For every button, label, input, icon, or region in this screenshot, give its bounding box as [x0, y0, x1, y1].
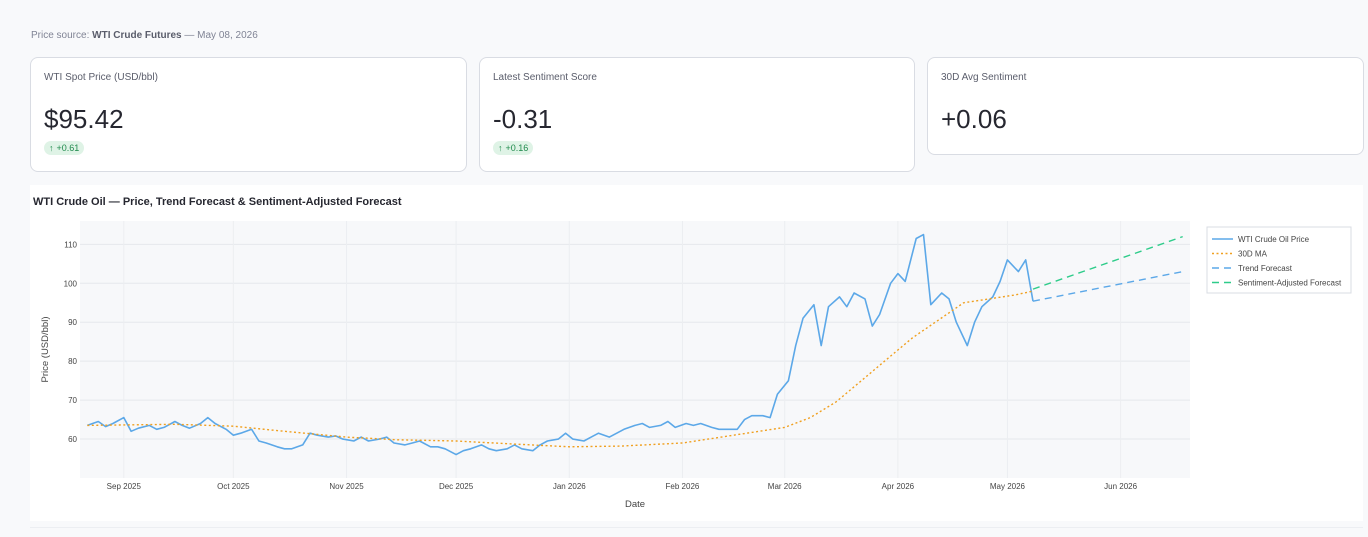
- price-source-date: — May 08, 2026: [184, 30, 258, 41]
- x-tick-label: Nov 2025: [329, 482, 364, 491]
- x-tick-label: Jun 2026: [1104, 482, 1137, 491]
- metric-label: WTI Spot Price (USD/bbl): [44, 72, 158, 83]
- metric-value: $95.42: [44, 104, 124, 134]
- metric-delta-badge: ↑ +0.16: [493, 141, 534, 155]
- y-tick-label: 80: [68, 357, 77, 366]
- series-line-3: [1032, 235, 1183, 290]
- price-source-line: Price source: WTI Crude Futures — May 08…: [31, 30, 258, 41]
- price-source-name: WTI Crude Futures: [92, 30, 182, 41]
- legend-entry: Sentiment-Adjusted Forecast: [1238, 279, 1342, 288]
- price-forecast-chart[interactable]: 60 70 80 90 100 110 Sep 2025 Oct 2025 Nov 2025 De…: [30, 185, 1363, 521]
- series-line-2: [1032, 270, 1183, 302]
- metric-delta-value: +0.61: [56, 143, 80, 153]
- y-tick-label: 90: [68, 318, 77, 327]
- y-axis-title: Price (USD/bbl): [40, 317, 51, 383]
- x-tick-label: Jan 2026: [553, 482, 586, 491]
- metric-card-latest-sentiment: Latest Sentiment Score -0.31 ↑ +0.16: [479, 57, 915, 172]
- chart-title: WTI Crude Oil — Price, Trend Forecast & …: [33, 196, 402, 208]
- x-tick-label: Mar 2026: [768, 482, 802, 491]
- legend-entry: WTI Crude Oil Price: [1238, 235, 1310, 244]
- x-tick-label: May 2026: [990, 482, 1026, 491]
- metric-label: Latest Sentiment Score: [493, 72, 597, 83]
- x-tick-label: Feb 2026: [666, 482, 700, 491]
- x-tick-label: Dec 2025: [439, 482, 474, 491]
- arrow-up-icon: ↑: [498, 143, 503, 153]
- metric-value: -0.31: [493, 104, 553, 134]
- metric-label: 30D Avg Sentiment: [941, 72, 1027, 83]
- legend-entry: 30D MA: [1238, 250, 1268, 259]
- y-tick-label: 60: [68, 435, 77, 444]
- x-axis-title: Date: [625, 499, 645, 510]
- y-tick-label: 70: [68, 396, 77, 405]
- plot-area: [80, 221, 1190, 478]
- series-line-1: [87, 290, 1034, 448]
- x-tick-label: Oct 2025: [217, 482, 250, 491]
- chart-panel: WTI Crude Oil — Price, Trend Forecast & …: [30, 185, 1363, 521]
- y-tick-label: 100: [64, 279, 78, 288]
- metric-delta-badge: ↑ +0.61: [44, 141, 85, 155]
- bottom-divider: [30, 527, 1363, 537]
- price-source-prefix: Price source:: [31, 30, 90, 41]
- arrow-up-icon: ↑: [49, 143, 54, 153]
- metric-delta-value: +0.16: [505, 143, 529, 153]
- series-line-0: [87, 233, 1034, 456]
- y-tick-label: 110: [64, 240, 77, 249]
- metric-card-avg-sentiment: 30D Avg Sentiment +0.06: [927, 57, 1364, 155]
- metric-value: +0.06: [941, 104, 1007, 134]
- metric-card-spot-price: WTI Spot Price (USD/bbl) $95.42 ↑ +0.61: [30, 57, 467, 172]
- x-tick-label: Sep 2025: [107, 482, 142, 491]
- x-tick-label: Apr 2026: [882, 482, 915, 491]
- legend-entry: Trend Forecast: [1238, 264, 1293, 273]
